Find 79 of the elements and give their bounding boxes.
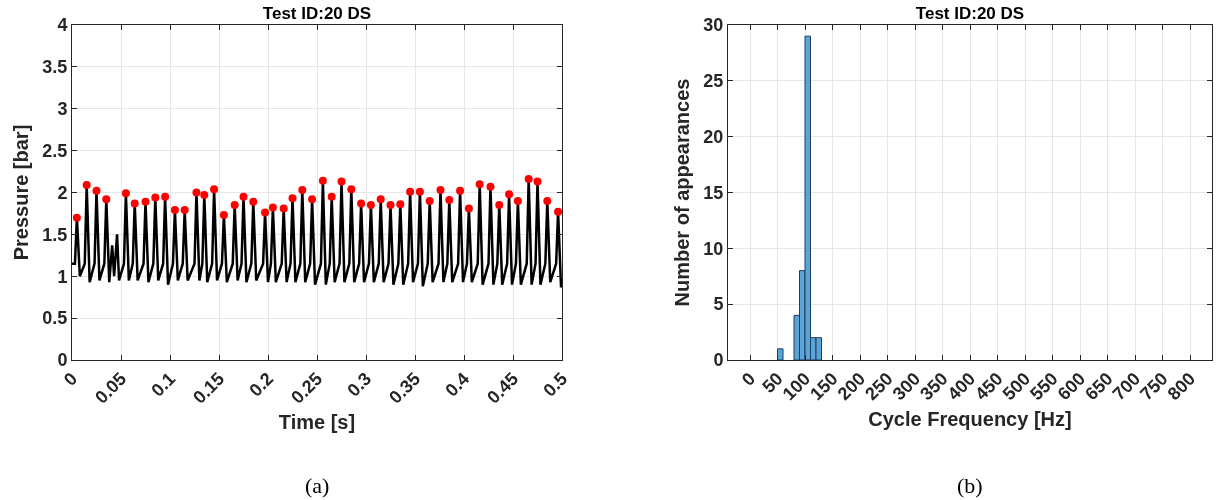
point [210,185,219,194]
y-tick-label: 10 [703,238,724,259]
point [533,177,542,186]
point [415,187,424,196]
point [121,189,130,198]
x-tick-label: 0.3 [343,368,376,401]
y-tick-label: 25 [703,71,724,92]
point [288,194,297,203]
y-axis-title: Pressure [bar] [9,124,32,261]
point [543,196,552,205]
point [219,211,228,220]
point [327,192,336,201]
y-tick-label: 3 [57,99,68,120]
y-tick-label: 2.5 [42,140,68,161]
y-tick-label: 0 [57,350,68,371]
point [200,191,209,200]
point [554,207,563,216]
point [170,206,179,215]
point [495,201,504,210]
y-axis-title: Number of appearances [670,78,693,307]
y-tick-label: 1 [57,266,68,287]
x-axis-title: Time [s] [278,411,356,434]
y-tick-label: 30 [703,15,724,36]
point [524,175,533,184]
point [141,197,150,206]
point [239,192,248,201]
y-tick-label: 15 [703,182,724,203]
point [279,204,288,213]
chart-title: Test ID:20 DS [915,4,1025,24]
y-tick-label: 4 [57,15,68,36]
point [475,180,484,189]
y-tick-label: 1.5 [42,224,68,245]
point [230,201,239,210]
point [366,201,375,210]
point [347,185,356,194]
point [92,186,101,195]
point [406,187,415,196]
point [268,203,277,212]
point [102,195,111,204]
point [82,180,91,189]
x-tick-label: 0.1 [147,368,180,401]
point [396,200,405,209]
point [425,196,434,205]
text: (b) [957,473,983,498]
point [130,199,139,208]
point [376,195,385,204]
x-tick-label: 0.2 [245,368,278,401]
point [445,196,454,205]
y-tick-label: 2 [57,182,68,203]
x-tick-label: 0.5 [539,368,572,401]
point [318,176,327,185]
x-tick-label: 0 [737,368,760,390]
point [486,182,495,191]
point [298,185,307,194]
chart-title: Test ID:20 DS [262,4,372,24]
point [456,186,465,195]
point [72,213,81,222]
point [192,188,201,197]
point [436,185,445,194]
point [308,195,317,204]
y-tick-label: 3.5 [42,57,68,78]
point [386,201,395,210]
y-tick-label: 20 [703,126,724,147]
y-tick-label: 0 [713,350,724,371]
x-tick-label: 0.4 [441,368,474,401]
point [505,190,514,199]
point [161,192,170,201]
point [249,197,258,206]
y-tick-label: 5 [713,294,724,315]
point [337,177,346,186]
point [261,208,270,217]
point [513,196,522,205]
point [357,199,366,208]
x-axis-title: Cycle Frequency [Hz] [868,407,1072,430]
text: (a) [305,473,330,498]
point [151,193,160,202]
point [180,206,189,215]
y-tick-label: 0.5 [42,308,68,329]
point [464,204,473,213]
